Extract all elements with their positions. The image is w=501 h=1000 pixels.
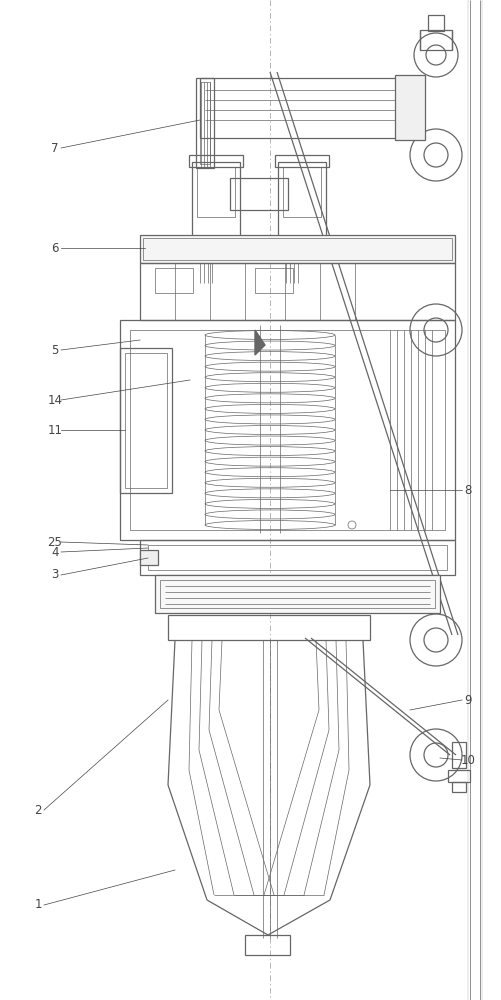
Bar	[140, 235, 455, 263]
Bar	[395, 75, 425, 140]
Text: 14: 14	[48, 393, 63, 406]
Bar	[140, 550, 158, 565]
Bar	[130, 330, 445, 530]
Bar	[230, 178, 288, 210]
Bar	[452, 742, 466, 768]
Bar	[197, 167, 235, 217]
Bar	[255, 268, 293, 293]
Text: 7: 7	[51, 141, 59, 154]
Bar	[155, 268, 193, 293]
Bar	[420, 30, 452, 50]
Bar	[160, 580, 435, 608]
Bar	[448, 770, 470, 782]
Bar	[275, 155, 329, 167]
Text: 9: 9	[464, 694, 472, 706]
Bar	[148, 545, 447, 570]
Text: 1: 1	[34, 898, 42, 912]
Bar	[192, 162, 240, 237]
Text: 6: 6	[51, 241, 59, 254]
Bar	[452, 782, 466, 792]
Text: 3: 3	[51, 568, 59, 582]
Text: 4: 4	[51, 546, 59, 558]
Polygon shape	[255, 330, 265, 355]
Text: 5: 5	[51, 344, 59, 357]
Bar	[189, 155, 243, 167]
Text: 8: 8	[464, 484, 471, 496]
Bar	[140, 263, 455, 320]
Text: 25: 25	[48, 536, 63, 548]
Text: 2: 2	[34, 804, 42, 816]
Bar	[120, 320, 455, 540]
Bar	[143, 238, 452, 260]
Bar	[245, 935, 290, 955]
Bar	[125, 353, 167, 488]
Bar	[140, 540, 455, 575]
Bar	[168, 615, 370, 640]
Bar	[120, 348, 172, 493]
Bar	[200, 82, 210, 164]
Text: 11: 11	[48, 424, 63, 436]
Bar	[196, 78, 214, 168]
Bar	[278, 162, 326, 237]
Text: 10: 10	[460, 754, 475, 766]
Bar	[155, 575, 440, 613]
Bar	[283, 167, 321, 217]
Bar	[428, 15, 444, 31]
Bar	[200, 78, 415, 138]
